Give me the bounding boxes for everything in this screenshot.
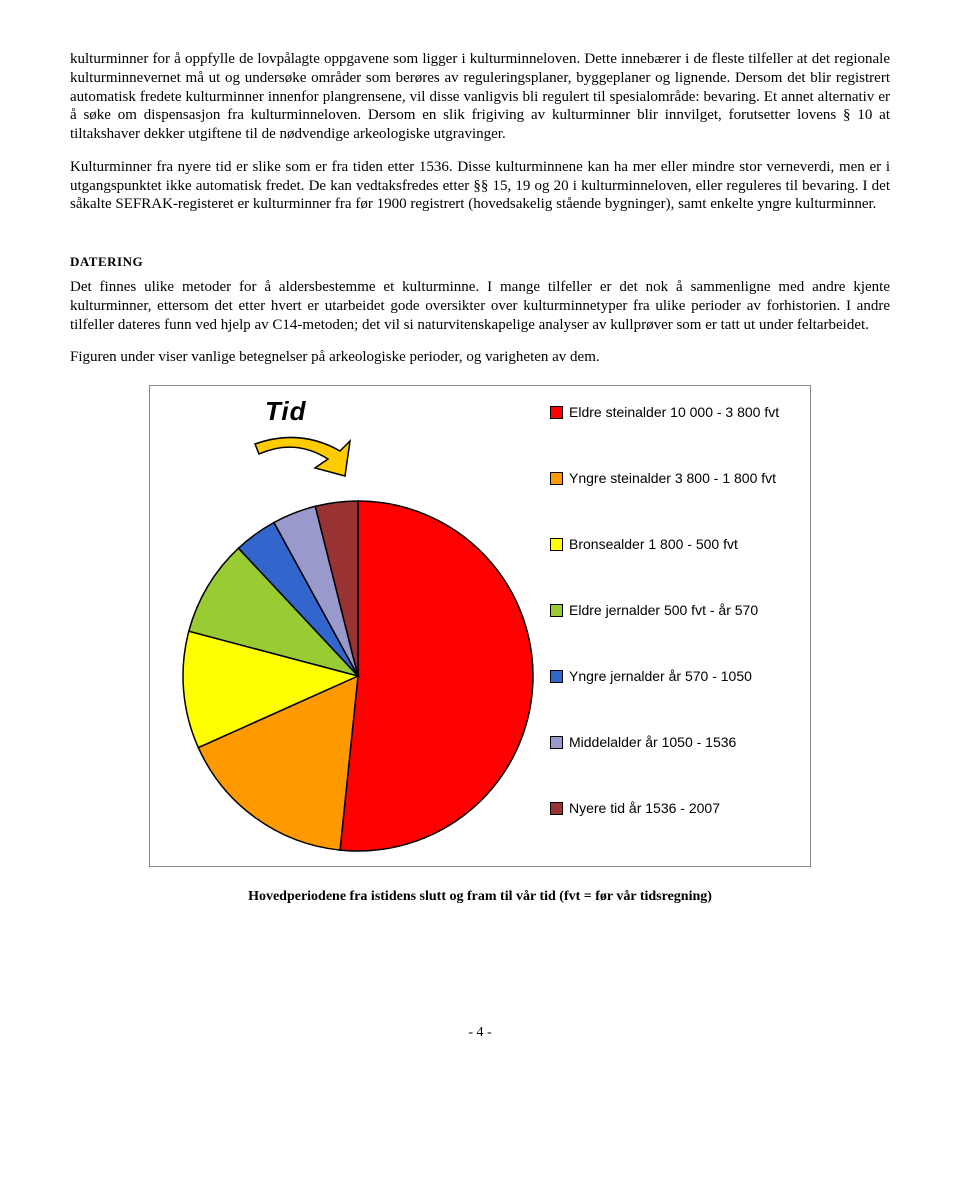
legend: Eldre steinalder 10 000 - 3 800 fvt Yngre… xyxy=(550,404,779,866)
legend-item: Nyere tid år 1536 - 2007 xyxy=(550,800,779,816)
legend-swatch xyxy=(550,472,563,485)
legend-label: Yngre steinalder 3 800 - 1 800 fvt xyxy=(569,470,776,486)
paragraph-1: kulturminner for å oppfylle de lovpålagt… xyxy=(70,50,890,144)
legend-item: Eldre steinalder 10 000 - 3 800 fvt xyxy=(550,404,779,420)
legend-swatch xyxy=(550,736,563,749)
pie-chart xyxy=(168,486,548,866)
legend-swatch xyxy=(550,406,563,419)
legend-item: Yngre steinalder 3 800 - 1 800 fvt xyxy=(550,470,779,486)
legend-swatch xyxy=(550,802,563,815)
legend-label: Eldre steinalder 10 000 - 3 800 fvt xyxy=(569,404,779,420)
legend-label: Yngre jernalder år 570 - 1050 xyxy=(569,668,752,684)
page-number: - 4 - xyxy=(70,1025,890,1041)
tid-label: Tid xyxy=(265,396,307,427)
pie-slice xyxy=(340,501,533,851)
legend-label: Nyere tid år 1536 - 2007 xyxy=(569,800,720,816)
legend-item: Eldre jernalder 500 fvt - år 570 xyxy=(550,602,779,618)
time-arrow-icon xyxy=(245,426,365,486)
paragraph-2: Kulturminner fra nyere tid er slike som … xyxy=(70,158,890,214)
legend-item: Middelalder år 1050 - 1536 xyxy=(550,734,779,750)
legend-item: Bronsealder 1 800 - 500 fvt xyxy=(550,536,779,552)
section-heading-datering: DATERING xyxy=(70,254,890,270)
legend-label: Eldre jernalder 500 fvt - år 570 xyxy=(569,602,758,618)
legend-item: Yngre jernalder år 570 - 1050 xyxy=(550,668,779,684)
figure-caption: Hovedperiodene fra istidens slutt og fra… xyxy=(70,889,890,905)
legend-swatch xyxy=(550,670,563,683)
paragraph-3: Det finnes ulike metoder for å aldersbes… xyxy=(70,278,890,334)
legend-swatch xyxy=(550,538,563,551)
legend-swatch xyxy=(550,604,563,617)
figure-container: Tid Eldre steinalder 10 000 - 3 800 fvt Y… xyxy=(149,385,811,867)
legend-label: Middelalder år 1050 - 1536 xyxy=(569,734,736,750)
legend-label: Bronsealder 1 800 - 500 fvt xyxy=(569,536,738,552)
paragraph-4: Figuren under viser vanlige betegnelser … xyxy=(70,348,890,367)
